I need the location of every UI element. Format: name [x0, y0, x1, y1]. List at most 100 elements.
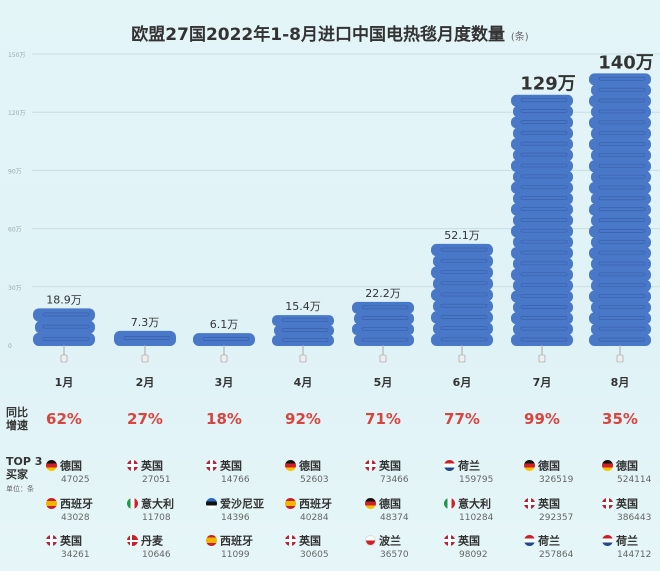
- bar-stripe: [520, 163, 568, 168]
- buyer-cell: 英国 14766: [206, 455, 281, 485]
- buyer-country: 波兰: [379, 534, 401, 548]
- bar-stripe: [42, 336, 90, 341]
- bar-value-label: 129万: [520, 74, 576, 95]
- buyer-country: 西班牙: [60, 497, 93, 511]
- bar-stripe: [361, 305, 409, 310]
- buyer-country: 荷兰: [458, 459, 480, 473]
- bar-stripe: [520, 239, 568, 244]
- bar-segment: [354, 312, 414, 325]
- yoy-growth-value: 99%: [524, 410, 560, 428]
- flag-de-icon: [524, 460, 535, 471]
- buyer-country: 意大利: [141, 497, 174, 511]
- bar-stripe: [598, 272, 646, 277]
- flag-ee-icon: [206, 498, 217, 509]
- bar-stripe: [440, 326, 488, 331]
- flag-es-icon: [206, 535, 217, 546]
- bar-segment: [511, 247, 573, 259]
- bar-segment: [513, 105, 573, 118]
- bar-stripe: [123, 336, 171, 340]
- x-tick-label: 2月: [135, 376, 155, 389]
- buyer-quantity: 48374: [380, 513, 409, 523]
- bar-stripe: [440, 270, 488, 274]
- bar-segment: [589, 225, 651, 238]
- bar-segment: [33, 308, 95, 322]
- bar-segment: [591, 84, 651, 97]
- bar-stripe: [598, 98, 646, 103]
- bar-stripe: [440, 281, 488, 286]
- bar-segment: [431, 243, 493, 257]
- bar-segment: [511, 312, 573, 325]
- buyer-quantity: 11099: [221, 550, 250, 560]
- bar-stripe: [598, 87, 646, 92]
- bar-stripe: [520, 207, 568, 211]
- bar-stripe: [520, 109, 568, 113]
- bar-segment: [589, 160, 651, 173]
- buyer-cell: 荷兰 257864: [524, 530, 599, 560]
- bar-stripe: [361, 337, 409, 342]
- buyer-quantity: 326519: [539, 475, 574, 485]
- buyer-country: 德国: [538, 459, 560, 473]
- buyer-country: 德国: [616, 459, 638, 473]
- bar-segment: [591, 149, 651, 162]
- buyer-country: 英国: [616, 497, 638, 511]
- flag-es-icon: [285, 498, 296, 509]
- buyer-quantity: 386443: [617, 513, 652, 523]
- bar-stripe: [598, 163, 646, 168]
- flag-gb-icon: [127, 460, 138, 471]
- bar: [511, 94, 573, 346]
- buyer-cell: 德国 524114: [602, 455, 660, 485]
- x-tick-label: 1月: [54, 376, 74, 389]
- flag-nl-icon: [602, 535, 613, 546]
- bar-stripe: [598, 305, 646, 309]
- flag-gb-icon: [206, 460, 217, 471]
- bar-stripe: [598, 109, 646, 114]
- bar-segment: [589, 182, 651, 194]
- bar-stripe: [520, 228, 568, 233]
- bar-segment: [431, 288, 493, 302]
- x-tick-label: 6月: [452, 376, 472, 389]
- buyer-quantity: 36570: [380, 550, 409, 560]
- plug-icon: [141, 354, 149, 363]
- plug-icon: [299, 354, 307, 363]
- bar-stripe: [520, 315, 568, 320]
- bar-segment: [513, 170, 573, 183]
- buyer-country: 德国: [60, 459, 82, 473]
- plug-icon: [220, 354, 228, 363]
- bar-segment: [433, 322, 493, 335]
- buyer-cell: 英国 34261: [46, 530, 121, 560]
- bar-stripe: [520, 326, 568, 331]
- bar-stripe: [520, 283, 568, 288]
- bar-segment: [511, 160, 573, 172]
- bar-segment: [513, 149, 573, 162]
- bar-stripe: [598, 337, 646, 342]
- bar-segment: [433, 300, 493, 313]
- bar-stripe: [440, 258, 488, 263]
- x-tick-label: 5月: [373, 376, 393, 389]
- bar: [193, 333, 255, 346]
- buyer-cell: 德国 52603: [285, 455, 360, 485]
- buyers-label-line1: TOP 3: [6, 455, 43, 468]
- bar-stripe: [598, 229, 646, 233]
- yoy-growth-value: 35%: [602, 410, 638, 428]
- bar-stripe: [520, 98, 568, 103]
- bar-stripe: [520, 196, 568, 201]
- buyer-cell: 英国 73466: [365, 455, 440, 485]
- bar-stripe: [598, 76, 646, 81]
- bar-segment: [591, 301, 651, 314]
- bar-stripe: [598, 218, 646, 222]
- bar-stripe: [520, 185, 568, 190]
- bar-stripe: [520, 174, 568, 179]
- plug-icon: [616, 354, 624, 363]
- bar-segment: [433, 255, 493, 268]
- buyer-cell: 德国 326519: [524, 455, 599, 485]
- bar-segment: [591, 258, 651, 270]
- bar-stripe: [598, 207, 646, 212]
- bar-segment: [431, 333, 493, 346]
- yoy-growth-value: 71%: [365, 410, 401, 428]
- bar-segment: [431, 266, 493, 279]
- bar-segment: [511, 203, 573, 216]
- yoy-growth-value: 77%: [444, 410, 480, 428]
- buyer-country: 德国: [379, 497, 401, 511]
- buyer-cell: 德国 48374: [365, 493, 440, 523]
- flag-gb-icon: [365, 460, 376, 471]
